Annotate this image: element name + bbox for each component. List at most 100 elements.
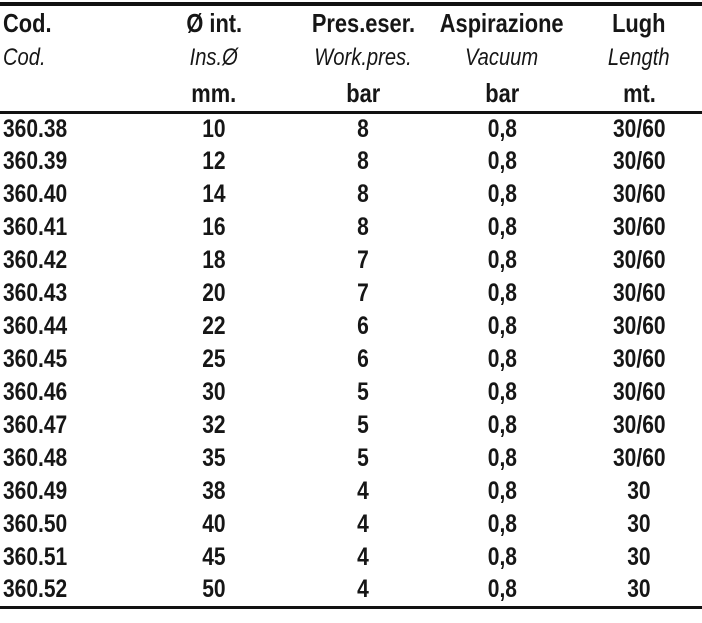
cell-vacuum: 0,8 [428, 244, 576, 277]
cell-vacuum: 0,8 [428, 475, 576, 508]
spec-table: Cod. Ø int. Pres.eser. Aspirazione Lugh … [0, 2, 702, 609]
cell-inner-diameter: 16 [130, 211, 298, 244]
cell-inner-diameter-value: 20 [202, 279, 226, 307]
cell-cod: 360.38 [0, 112, 130, 145]
cell-inner-diameter-value: 16 [202, 213, 226, 241]
cell-length: 30 [576, 475, 702, 508]
cell-inner-diameter-value: 30 [202, 378, 226, 406]
col-header-cod-it-label: Cod. [3, 7, 52, 38]
cell-cod: 360.42 [0, 244, 130, 277]
table-row: 360.47 32 5 0,8 30/60 [0, 409, 702, 442]
cell-vacuum-value: 0,8 [487, 180, 517, 208]
cell-length-value: 30/60 [612, 246, 666, 274]
cell-vacuum-value: 0,8 [487, 575, 517, 604]
cell-vacuum: 0,8 [428, 145, 576, 178]
col-unit-working-pressure-label: bar [346, 77, 380, 108]
cell-inner-diameter-value: 32 [202, 411, 226, 439]
cell-length-value: 30 [627, 575, 651, 604]
cell-cod: 360.43 [0, 277, 130, 310]
cell-working-pressure-value: 4 [357, 477, 369, 505]
cell-inner-diameter: 14 [130, 178, 298, 211]
cell-length: 30/60 [576, 211, 702, 244]
cell-length: 30 [576, 541, 702, 574]
cell-working-pressure: 7 [298, 244, 428, 277]
col-header-inner-diameter-en: Ins.Ø [130, 40, 298, 76]
cell-working-pressure-value: 6 [357, 345, 369, 373]
cell-vacuum: 0,8 [428, 508, 576, 541]
col-header-inner-diameter-it-label: Ø int. [186, 7, 242, 38]
cell-cod-value: 360.46 [3, 378, 68, 406]
col-unit-working-pressure: bar [298, 76, 428, 112]
cell-working-pressure-value: 8 [357, 147, 369, 175]
cell-length: 30/60 [576, 277, 702, 310]
cell-cod: 360.52 [0, 574, 130, 607]
cell-length: 30/60 [576, 442, 702, 475]
cell-cod-value: 360.39 [3, 147, 68, 175]
cell-length-value: 30/60 [612, 444, 666, 472]
cell-cod-value: 360.48 [3, 444, 68, 472]
cell-working-pressure-value: 4 [357, 543, 369, 571]
table-row: 360.51 45 4 0,8 30 [0, 541, 702, 574]
col-header-vacuum-en-label: Vacuum [465, 44, 539, 71]
cell-length-value: 30/60 [612, 114, 666, 143]
cell-inner-diameter: 18 [130, 244, 298, 277]
cell-cod: 360.49 [0, 475, 130, 508]
table-row: 360.39 12 8 0,8 30/60 [0, 145, 702, 178]
cell-inner-diameter: 30 [130, 376, 298, 409]
header-row-italian: Cod. Ø int. Pres.eser. Aspirazione Lugh [0, 4, 702, 40]
cell-cod-value: 360.52 [3, 575, 68, 604]
col-unit-inner-diameter-label: mm. [191, 77, 237, 108]
table-body: 360.38 10 8 0,8 30/60 360.39 12 8 0,8 30… [0, 112, 702, 607]
cell-length-value: 30 [627, 543, 651, 571]
col-header-cod-it: Cod. [0, 4, 130, 40]
col-header-working-pressure-it: Pres.eser. [298, 4, 428, 40]
cell-cod-value: 360.44 [3, 312, 68, 340]
table-row: 360.48 35 5 0,8 30/60 [0, 442, 702, 475]
cell-length-value: 30/60 [612, 411, 666, 439]
cell-vacuum: 0,8 [428, 277, 576, 310]
cell-working-pressure-value: 4 [357, 510, 369, 538]
cell-length-value: 30/60 [612, 213, 666, 241]
cell-inner-diameter: 50 [130, 574, 298, 607]
cell-working-pressure: 4 [298, 541, 428, 574]
cell-length: 30/60 [576, 409, 702, 442]
cell-working-pressure: 6 [298, 343, 428, 376]
cell-vacuum-value: 0,8 [487, 312, 517, 340]
cell-cod-value: 360.50 [3, 510, 68, 538]
col-header-cod-en-label: Cod. [3, 44, 46, 71]
cell-vacuum-value: 0,8 [487, 279, 517, 307]
cell-cod: 360.51 [0, 541, 130, 574]
cell-inner-diameter-value: 45 [202, 543, 226, 571]
cell-inner-diameter-value: 40 [202, 510, 226, 538]
cell-inner-diameter-value: 50 [202, 575, 226, 604]
cell-vacuum: 0,8 [428, 178, 576, 211]
col-header-length-it: Lugh [576, 4, 702, 40]
col-header-length-it-label: Lugh [612, 7, 666, 38]
cell-cod-value: 360.47 [3, 411, 68, 439]
cell-working-pressure-value: 4 [357, 575, 369, 604]
col-unit-cod [0, 76, 130, 112]
cell-inner-diameter-value: 22 [202, 312, 226, 340]
cell-inner-diameter: 20 [130, 277, 298, 310]
cell-vacuum-value: 0,8 [487, 378, 517, 406]
cell-inner-diameter: 32 [130, 409, 298, 442]
table-row: 360.52 50 4 0,8 30 [0, 574, 702, 607]
table-row: 360.45 25 6 0,8 30/60 [0, 343, 702, 376]
cell-length-value: 30 [627, 510, 651, 538]
cell-vacuum: 0,8 [428, 310, 576, 343]
col-unit-inner-diameter: mm. [130, 76, 298, 112]
cell-vacuum: 0,8 [428, 442, 576, 475]
cell-working-pressure-value: 8 [357, 114, 369, 143]
cell-inner-diameter: 35 [130, 442, 298, 475]
col-header-vacuum-en: Vacuum [428, 40, 576, 76]
cell-cod: 360.40 [0, 178, 130, 211]
cell-vacuum: 0,8 [428, 376, 576, 409]
cell-working-pressure: 8 [298, 112, 428, 145]
cell-cod: 360.39 [0, 145, 130, 178]
cell-working-pressure-value: 5 [357, 444, 369, 472]
cell-cod-value: 360.49 [3, 477, 68, 505]
cell-length: 30/60 [576, 145, 702, 178]
cell-working-pressure: 8 [298, 211, 428, 244]
cell-vacuum: 0,8 [428, 574, 576, 607]
cell-inner-diameter-value: 14 [202, 180, 226, 208]
